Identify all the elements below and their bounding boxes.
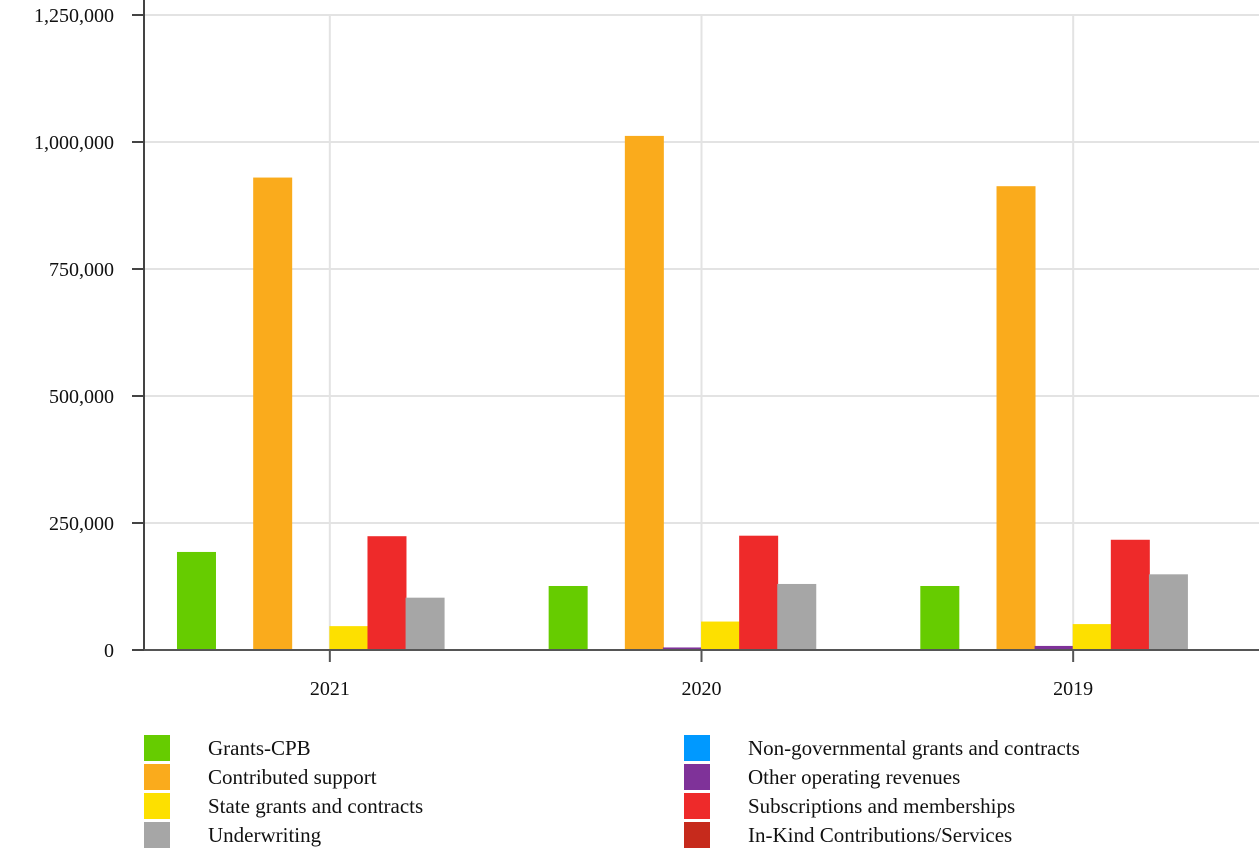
bar <box>176 551 216 650</box>
y-tick-label: 0 <box>104 640 114 662</box>
x-tick-label: 2019 <box>1053 678 1093 700</box>
bars <box>176 135 1188 651</box>
bar <box>405 597 445 650</box>
bar <box>777 583 817 650</box>
tick-labels: 0 250,000 500,000 750,000 1,000,000 1,250,000… <box>34 5 1093 700</box>
bar <box>662 647 702 650</box>
bar <box>1110 539 1150 650</box>
y-tick-label: 1,250,000 <box>34 5 114 27</box>
bar <box>253 177 293 650</box>
bar <box>367 536 407 650</box>
bar <box>1148 574 1188 650</box>
bar <box>1034 645 1074 650</box>
bar <box>739 535 779 650</box>
axes <box>132 0 1259 662</box>
x-tick-label: 2020 <box>682 678 722 700</box>
bar <box>920 585 960 650</box>
x-tick-label: 2021 <box>310 678 350 700</box>
bar <box>701 621 741 650</box>
y-tick-label: 750,000 <box>49 259 114 281</box>
bar <box>624 135 664 651</box>
bar <box>1072 624 1112 650</box>
y-tick-label: 1,000,000 <box>34 132 114 154</box>
y-tick-label: 250,000 <box>49 513 114 535</box>
bar <box>329 626 369 650</box>
bar <box>548 585 588 650</box>
y-tick-label: 500,000 <box>49 386 114 408</box>
grid-lines <box>144 14 1259 650</box>
bar <box>996 186 1036 651</box>
